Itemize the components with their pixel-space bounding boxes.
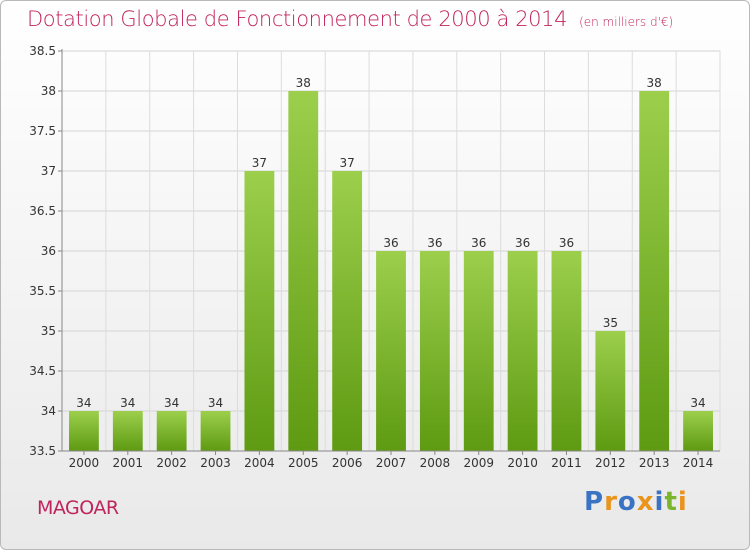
logo-letter: t xyxy=(664,487,678,517)
x-tick-label: 2013 xyxy=(639,456,670,470)
x-tick-label: 2012 xyxy=(595,456,626,470)
bar-value-label: 36 xyxy=(559,236,574,250)
x-tick-label: 2009 xyxy=(463,456,494,470)
axes xyxy=(58,49,720,455)
bar xyxy=(376,251,406,451)
y-tick-label: 37.5 xyxy=(29,124,56,138)
x-tick-label: 2004 xyxy=(244,456,275,470)
bar xyxy=(112,411,143,451)
x-tick-label: 2011 xyxy=(551,456,582,470)
proxiti-logo: Proxiti xyxy=(584,487,688,517)
y-tick-label: 34 xyxy=(41,404,56,418)
x-tick-label: 2003 xyxy=(200,456,231,470)
x-tick-label: 2014 xyxy=(683,456,714,470)
chart-title-text: Dotation Globale de Fonctionnement de 20… xyxy=(27,7,568,31)
chart-title: Dotation Globale de Fonctionnement de 20… xyxy=(27,7,673,31)
x-tick-label: 2010 xyxy=(507,456,538,470)
bar-value-label: 36 xyxy=(515,236,530,250)
logo-letter: x xyxy=(636,487,655,517)
bar-value-label: 36 xyxy=(471,236,486,250)
y-tick-label: 36.5 xyxy=(29,204,56,218)
logo-letter: r xyxy=(604,487,618,517)
bar xyxy=(332,171,363,451)
bar xyxy=(507,251,538,451)
x-tick-label: 2006 xyxy=(332,456,363,470)
logo-letter: i xyxy=(654,487,665,517)
y-tick-label: 35.5 xyxy=(29,284,56,298)
bar-value-label: 38 xyxy=(647,76,662,90)
y-tick-label: 38.5 xyxy=(29,44,56,58)
y-tick-label: 37 xyxy=(41,164,56,178)
x-tick-label: 2001 xyxy=(113,456,144,470)
bar xyxy=(156,411,187,451)
bar-value-label: 38 xyxy=(296,76,311,90)
bar xyxy=(683,411,713,451)
bar-value-label: 34 xyxy=(120,396,135,410)
logo-letter: o xyxy=(617,487,637,517)
bar xyxy=(639,91,670,451)
y-tick-label: 36 xyxy=(41,244,56,258)
y-tick-label: 34.5 xyxy=(29,364,56,378)
bar-value-label: 37 xyxy=(252,156,267,170)
bar-value-label: 36 xyxy=(383,236,398,250)
bar-value-label: 34 xyxy=(690,396,705,410)
bars xyxy=(69,91,713,451)
bar-value-label: 34 xyxy=(76,396,91,410)
bar-value-label: 37 xyxy=(339,156,354,170)
bar-value-label: 34 xyxy=(208,396,223,410)
chart-subtitle: (en milliers d'€) xyxy=(579,15,674,29)
bar xyxy=(419,251,450,451)
x-tick-label: 2000 xyxy=(69,456,100,470)
bar xyxy=(200,411,231,451)
bar xyxy=(288,91,319,451)
bar-value-label: 36 xyxy=(427,236,442,250)
bar-value-label: 35 xyxy=(603,316,618,330)
y-tick-label: 38 xyxy=(41,84,56,98)
commune-name: MAGOAR xyxy=(37,497,119,519)
bar xyxy=(551,251,582,451)
bar xyxy=(69,411,99,451)
logo-letter: P xyxy=(584,487,605,517)
x-tick-label: 2005 xyxy=(288,456,319,470)
bar xyxy=(244,171,275,451)
labels: 33.5 34 34.5 35 35.5 36 36.5 37 37.5 38 38.5 34 2000… xyxy=(29,44,713,470)
bar xyxy=(595,331,626,451)
y-tick-label: 35 xyxy=(41,324,56,338)
x-tick-label: 2007 xyxy=(376,456,407,470)
x-tick-label: 2002 xyxy=(156,456,187,470)
bar-value-label: 34 xyxy=(164,396,179,410)
logo-letter: i xyxy=(677,487,688,517)
y-tick-label: 33.5 xyxy=(29,444,56,458)
x-tick-label: 2008 xyxy=(420,456,451,470)
bar xyxy=(463,251,494,451)
